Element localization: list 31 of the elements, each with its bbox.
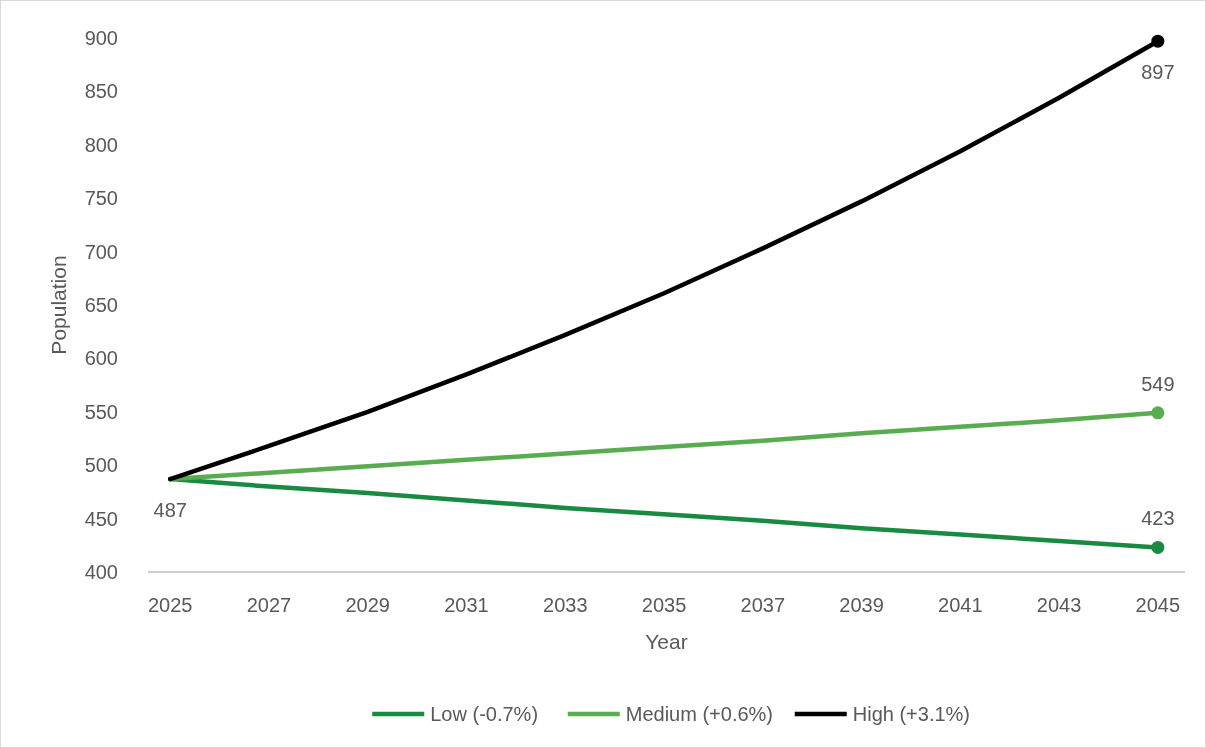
x-tick-label: 2045 [1135,594,1181,616]
legend-label: Medium (+0.6%) [625,703,774,725]
y-tick-label: 600 [84,347,118,370]
x-tick-label: 2025 [147,594,193,616]
x-tick-label: 2043 [1036,594,1082,616]
x-tick-label: 2031 [444,594,489,616]
y-tick-label: 500 [84,454,118,477]
y-tick-label: 550 [84,400,118,423]
x-tick-label: 2037 [740,594,786,616]
x-tick-label: 2033 [543,594,588,616]
x-tick-label: 2029 [345,594,390,616]
y-tick-label: 850 [84,80,118,103]
x-tick-label: 2039 [839,594,884,616]
y-tick-label: 800 [84,133,118,156]
x-tick-label: 2035 [641,594,687,616]
x-tick-label: 2041 [938,594,983,616]
y-tick-label: 900 [84,27,118,49]
legend-label: Low (-0.7%) [430,703,539,725]
data-label: 487 [153,499,187,522]
y-tick-label: 400 [84,561,118,583]
data-label: 549 [1141,372,1175,395]
y-tick-label: 450 [84,507,118,530]
y-tick-label: 750 [84,187,118,210]
x-tick-label: 2027 [246,594,292,616]
data-label: 897 [1141,61,1175,84]
y-tick-label: 700 [84,240,118,263]
y-tick-label: 650 [84,294,118,316]
data-label: 423 [1141,507,1175,530]
y-axis-title: Population [47,255,70,355]
legend-label: High (+3.1%) [852,703,971,725]
x-axis-title: Year [645,630,688,653]
